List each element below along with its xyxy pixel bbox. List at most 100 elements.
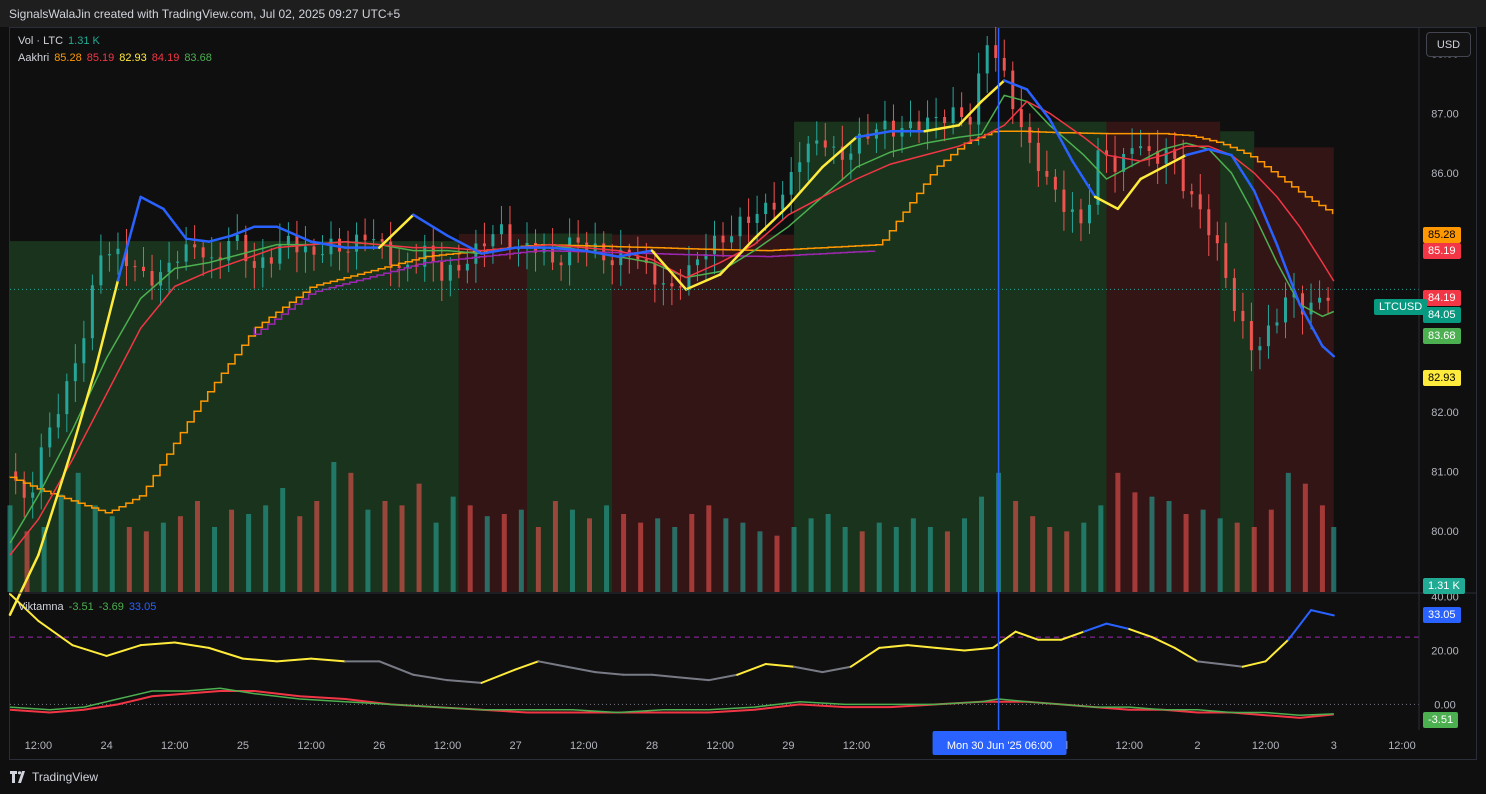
candle-body-93	[806, 143, 810, 163]
candle-body-112	[968, 116, 972, 125]
volume-bar-16	[280, 488, 286, 592]
ma-trend-segment-9	[207, 234, 233, 243]
candle-body-75	[653, 263, 657, 285]
osc-main-segment-46	[1287, 609, 1313, 641]
time-tick-1: 24	[100, 740, 112, 752]
price-chart[interactable]: 88.0087.0086.0085.0082.0081.0080.0040.00…	[0, 0, 1486, 762]
ma-trend-segment-27	[787, 165, 824, 208]
volume-bar-33	[569, 509, 575, 592]
volume-bar-36	[621, 514, 627, 592]
volume-bar-61	[1047, 527, 1053, 592]
candle-body-51	[448, 264, 452, 281]
volume-bar-0	[7, 505, 13, 592]
ma-trend-segment-17	[446, 234, 483, 255]
volume-bar-38	[655, 518, 661, 592]
volume-bar-32	[552, 501, 558, 592]
volume-bar-59	[1013, 501, 1019, 592]
osc-tag-0: 33.05	[1423, 607, 1461, 623]
candle-body-19	[176, 261, 180, 263]
tradingview-logo[interactable]: TradingView	[10, 770, 98, 784]
candle-body-153	[1318, 297, 1322, 303]
price-tag-2: 84.19	[1423, 290, 1461, 306]
candle-body-2	[31, 492, 35, 498]
candle-body-131	[1130, 148, 1134, 154]
osc-main-segment-26	[793, 665, 824, 674]
volume-bar-51	[876, 522, 882, 592]
candle-body-30	[269, 257, 273, 264]
ma-trend-segment-8	[184, 237, 211, 243]
aakhri-value-red-2: 84.19	[151, 52, 180, 64]
candle-body-95	[823, 140, 827, 148]
time-tick-6: 12:00	[434, 740, 462, 752]
aakhri-value-green: 83.68	[184, 52, 212, 64]
ma-trend-segment-20	[548, 246, 586, 252]
osc-main-segment-37	[1082, 622, 1108, 633]
candle-body-6	[65, 381, 69, 415]
ma-trend-segment-13	[309, 240, 347, 249]
ma-trend-segment-41	[1162, 153, 1188, 169]
ma-trend-segment-38	[1093, 195, 1120, 211]
aakhri-value-orange: 85.28	[54, 52, 82, 64]
volume-bar-67	[1149, 496, 1155, 592]
volume-bar-8	[143, 531, 149, 592]
candle-body-84	[730, 236, 734, 243]
candle-body-18	[167, 262, 171, 273]
ma-trend-segment-39	[1116, 177, 1142, 211]
candle-body-22	[201, 247, 205, 258]
osc-main-segment-28	[849, 646, 881, 668]
osc-main-segment-23	[707, 673, 739, 682]
candle-body-56	[491, 234, 495, 247]
osc-main-segment-36	[1060, 630, 1085, 641]
volume-bar-56	[961, 518, 967, 592]
ma-trend-segment-21	[582, 249, 620, 258]
price-tag-1: 85.19	[1423, 243, 1461, 259]
osc-main-segment-41	[1173, 646, 1199, 663]
candle-body-58	[508, 224, 512, 250]
time-tick-3: 25	[237, 740, 249, 752]
candle-body-98	[849, 153, 853, 160]
volume-legend-label: Vol · LTC	[18, 35, 64, 47]
volume-bar-24	[416, 483, 422, 592]
candle-body-34	[303, 246, 307, 253]
viktamna-legend-label: Viktamna	[18, 601, 64, 613]
volume-bar-27	[467, 505, 473, 592]
osc-main-segment-7	[207, 646, 244, 660]
currency-button[interactable]: USD	[1426, 32, 1471, 57]
volume-bar-54	[927, 527, 933, 592]
ma-trend-segment-46	[1275, 243, 1301, 306]
candle-body-27	[244, 234, 248, 262]
osc-minus-line	[9, 690, 1334, 719]
candle-body-108	[934, 117, 938, 119]
candle-body-122	[1053, 176, 1057, 190]
candle-body-67	[585, 242, 589, 252]
candle-body-117	[1011, 70, 1015, 110]
candle-body-119	[1028, 127, 1032, 143]
volume-bar-39	[672, 527, 678, 592]
osc-tick-0: 40.00	[1431, 592, 1459, 604]
volume-bar-12	[212, 527, 218, 592]
candle-body-129	[1113, 155, 1117, 172]
candle-body-99	[857, 133, 861, 154]
ma-trend-segment-43	[1207, 147, 1233, 157]
trend-zone-4	[794, 121, 1107, 592]
candle-body-50	[440, 261, 444, 281]
candle-body-86	[747, 216, 751, 223]
candle-body-115	[994, 45, 998, 58]
ma-trend-segment-5	[116, 195, 142, 282]
candle-body-139	[1198, 194, 1202, 210]
oscillator-pane-bg	[10, 594, 1419, 730]
candle-body-109	[943, 117, 947, 124]
volume-bar-49	[842, 527, 848, 592]
ma-trend-segment-28	[821, 135, 858, 169]
osc-main-segment-3	[71, 644, 108, 657]
aakhri-value-red: 85.19	[86, 52, 115, 64]
candle-body-36	[320, 254, 324, 256]
volume-legend: Vol · LTC 1.31 K	[18, 35, 105, 47]
candle-body-41	[363, 234, 367, 241]
osc-main-segment-14	[446, 679, 483, 684]
candle-body-113	[977, 73, 981, 125]
candle-body-25	[227, 240, 231, 261]
osc-tick-1: 20.00	[1431, 646, 1459, 658]
candle-body-144	[1241, 310, 1245, 322]
osc-main-segment-19	[594, 671, 625, 676]
